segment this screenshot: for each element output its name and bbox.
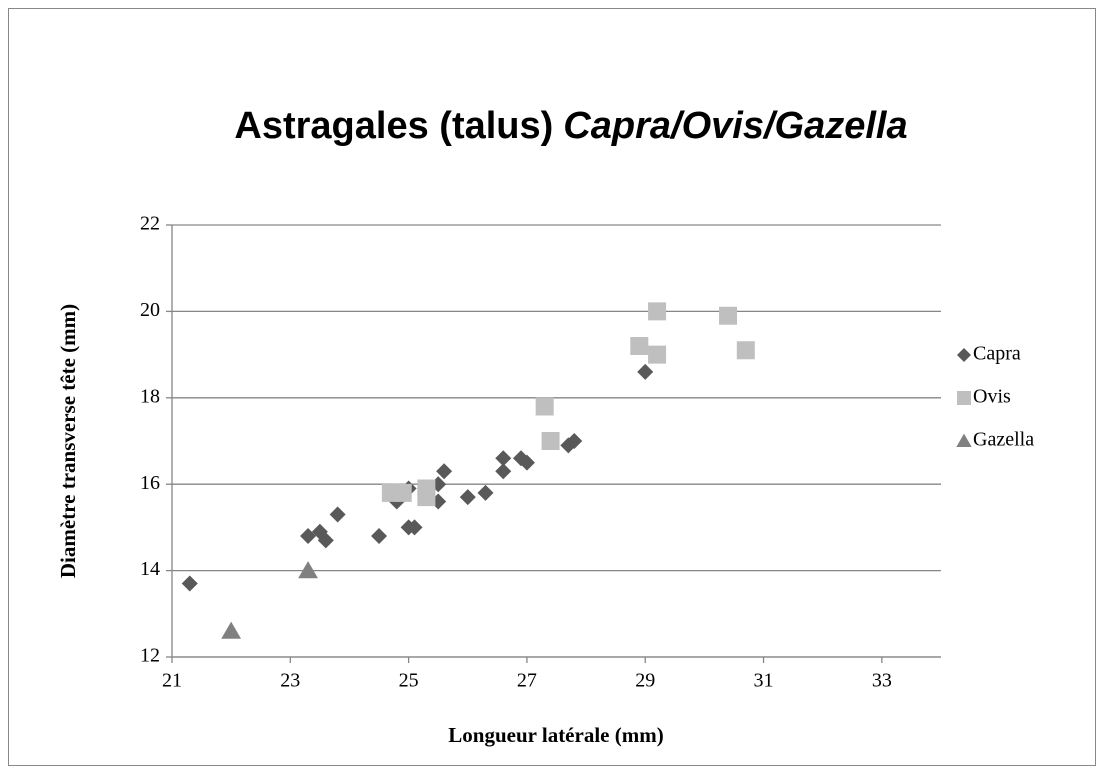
title-italic: Capra/Ovis/Gazella [563, 105, 907, 147]
y-tick-label: 12 [140, 645, 160, 667]
legend-label: Capra [973, 343, 1021, 365]
point [541, 432, 560, 450]
point [736, 341, 755, 360]
chart-title: Astragales (talus) Capra/Ovis/Gazella [234, 105, 907, 147]
y-tick-label: 20 [140, 299, 160, 321]
point [406, 519, 423, 536]
point [300, 528, 317, 545]
point [477, 484, 494, 501]
point [317, 532, 334, 549]
y-tick-label: 14 [140, 558, 160, 580]
x-tick-label: 31 [754, 670, 774, 692]
x-tick-label: 21 [162, 670, 182, 692]
point [495, 463, 512, 480]
point [329, 506, 346, 523]
legend-label: Gazella [973, 429, 1034, 451]
x-tick-label: 27 [517, 670, 537, 692]
legend-marker [957, 391, 971, 405]
point [298, 561, 318, 579]
point [181, 575, 198, 592]
point [417, 488, 436, 507]
point [495, 450, 512, 467]
point [648, 302, 667, 321]
y-tick-label: 16 [140, 472, 160, 494]
point [637, 363, 654, 380]
point [393, 483, 412, 502]
point [221, 621, 242, 639]
y-axis-title: Diamètre transverse tête (mm) [56, 304, 80, 578]
point [630, 336, 649, 355]
legend-label: Ovis [973, 386, 1011, 408]
x-tick-label: 33 [872, 670, 892, 692]
point [371, 528, 388, 545]
x-tick-label: 25 [399, 670, 419, 692]
point [719, 306, 738, 325]
point [648, 345, 667, 364]
x-tick-label: 29 [635, 670, 655, 692]
title-main: Astragales (talus) [234, 105, 553, 147]
chart-border [8, 8, 1096, 766]
point [535, 397, 554, 416]
x-tick-label: 23 [280, 670, 300, 692]
point [518, 454, 535, 471]
point [436, 463, 453, 480]
legend-marker [957, 348, 971, 362]
legend-marker [956, 433, 972, 447]
x-axis-title: Longueur latérale (mm) [448, 723, 663, 747]
point [459, 489, 476, 506]
point [566, 433, 583, 449]
y-tick-label: 22 [140, 213, 160, 235]
y-tick-label: 18 [140, 385, 160, 407]
